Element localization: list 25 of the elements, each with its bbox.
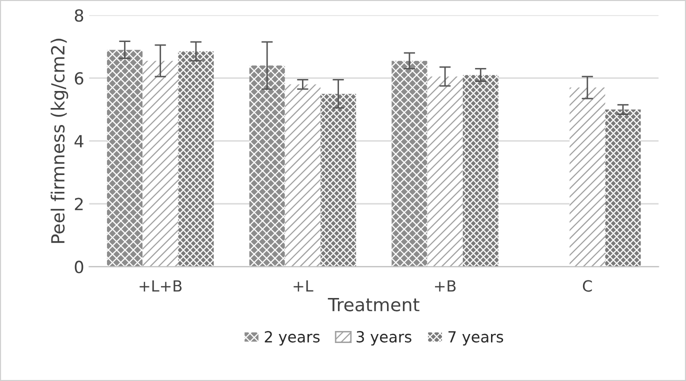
y-tick-label: 8	[74, 9, 84, 22]
bar	[320, 94, 356, 267]
legend-label: 7 years	[448, 331, 504, 346]
y-tick-label: 2	[74, 198, 83, 210]
x-tick-label: +L+B	[140, 280, 182, 292]
x-tick-label: +L	[294, 280, 314, 292]
bar	[427, 76, 463, 267]
bar	[106, 50, 143, 267]
legend-label: 2 years	[264, 331, 320, 346]
bar	[249, 66, 285, 267]
bar	[570, 88, 606, 267]
x-tick-label: +B	[435, 280, 456, 292]
y-tick-label: 4	[74, 135, 84, 148]
bar	[462, 74, 498, 267]
x-tick-label: C	[582, 280, 592, 292]
bar	[605, 110, 641, 267]
y-tick-label: 0	[74, 260, 84, 274]
bar	[284, 84, 320, 267]
y-axis-title: Peel firmness (kg/cm2)	[50, 38, 68, 243]
x-axis-title: Treatment	[328, 298, 420, 312]
bar	[178, 51, 214, 267]
y-tick-label: 6	[74, 72, 84, 85]
bar	[392, 60, 428, 267]
legend-label: 3 years	[356, 331, 412, 346]
bar	[142, 60, 178, 267]
